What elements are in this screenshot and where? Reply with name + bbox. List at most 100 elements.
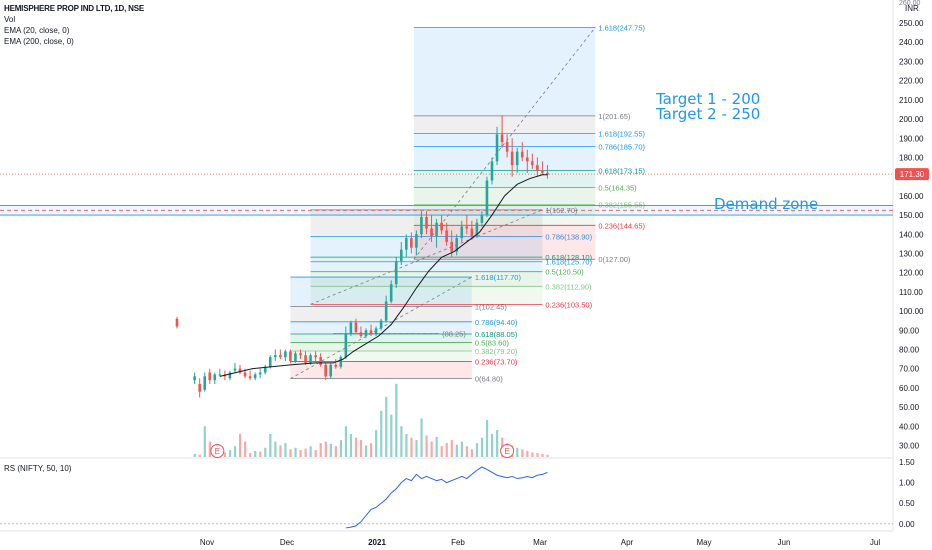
price-tick-label: 230.00 (899, 57, 924, 66)
price-tick-label: 120.00 (899, 269, 924, 278)
candle-body (435, 222, 438, 237)
fib-level-label: 0.786(94.40) (475, 318, 518, 327)
candle-body (460, 226, 464, 239)
fib-level-label: 1(102.45) (475, 302, 508, 311)
volume-bar (289, 449, 292, 457)
fib-band (310, 236, 543, 258)
fib-level-label: 0.5(83.60) (475, 339, 510, 348)
candle-body (475, 222, 479, 237)
fib-level-label: 1.618(117.70) (475, 273, 522, 282)
volume-bar (470, 449, 474, 457)
fib-level-label: 0.236(73.70) (475, 358, 518, 367)
volume-bar (465, 446, 468, 457)
fib-level-label: 0.618(88.05) (475, 330, 518, 339)
target1-annotation[interactable]: Target 1 - 200 (656, 90, 761, 108)
candle-body (440, 222, 443, 231)
candle-body (263, 366, 267, 373)
rs-indicator-title[interactable]: RS (NIFTY, 50, 10) (4, 464, 72, 473)
candle-body (238, 368, 242, 373)
fib-band (413, 170, 596, 188)
fib-band (290, 277, 472, 307)
fib-level-label: 1.618(125.70) (545, 258, 592, 267)
volume-bar (380, 410, 383, 457)
candle-body (425, 216, 428, 229)
volume-bar (324, 441, 327, 457)
fib-level-label: 0.786(185.70) (598, 143, 645, 152)
volume-bar (254, 450, 257, 457)
price-tick-label: 40.00 (899, 422, 920, 431)
candle-body (470, 228, 474, 237)
price-tick-label: 90.00 (899, 326, 920, 335)
volume-bar (329, 443, 332, 457)
last-price-text: 171.30 (900, 170, 925, 179)
candle-body (495, 134, 499, 162)
candle-body (525, 157, 529, 162)
price-tick-label: 130.00 (899, 249, 924, 258)
time-tick-label: Feb (451, 538, 465, 547)
candle-body (420, 216, 423, 235)
candle-body (480, 215, 484, 223)
candle-body (319, 357, 322, 365)
fib-band (413, 133, 596, 147)
candle-body (248, 376, 252, 379)
volume-layer (193, 383, 549, 457)
candle-body (314, 355, 317, 358)
fib-band (413, 225, 596, 260)
volume-bar (269, 433, 272, 457)
fib-band (290, 334, 472, 343)
candle-body (349, 322, 353, 335)
candle-body (369, 330, 373, 335)
indicator-ema20[interactable]: EMA (20, close, 0) (4, 26, 70, 35)
volume-bar (375, 430, 378, 457)
candle-body (268, 357, 272, 367)
volume-bar (203, 426, 206, 457)
fib-band (290, 361, 472, 379)
fib-trend-line (413, 27, 596, 260)
demand-zone-band (0, 205, 893, 216)
candle-body (354, 322, 358, 333)
candle-body (384, 301, 388, 321)
candle-body (505, 142, 509, 152)
price-tick-label: 110.00 (899, 288, 923, 297)
volume-bar (314, 450, 317, 457)
price-tick-label: 190.00 (899, 134, 924, 143)
candle-body (515, 151, 519, 166)
price-tick-label: 210.00 (899, 96, 924, 105)
candle-body (455, 238, 459, 252)
fib-band (413, 146, 596, 171)
time-tick-label: Jul (870, 538, 880, 547)
candle-body (258, 372, 262, 375)
fib-level-label: 0.236(103.50) (545, 300, 592, 309)
fib-band (310, 271, 543, 287)
price-tick-label: 220.00 (899, 77, 924, 86)
indicator-vol[interactable]: Vol (4, 15, 16, 24)
candle-body (284, 351, 287, 358)
volume-bar (480, 437, 484, 457)
candle-body (389, 284, 393, 302)
price-tick-label: 140.00 (899, 230, 924, 239)
price-tick-label: 180.00 (899, 153, 924, 162)
earnings-marker (210, 444, 225, 458)
target2-annotation[interactable]: Target 2 - 250 (656, 105, 761, 123)
volume-bar (370, 443, 373, 457)
fib-band (310, 286, 543, 305)
volume-bar (223, 452, 227, 457)
volume-bar (496, 430, 499, 457)
fib-level-label: (88.25) (442, 330, 466, 339)
volume-bar (415, 440, 418, 457)
demand-zone-annotation[interactable]: Demand zone (714, 195, 819, 213)
volume-bar (435, 436, 438, 457)
volume-bar (521, 449, 524, 457)
volume-bar (359, 440, 363, 457)
fib-band (290, 306, 472, 322)
volume-bar (309, 446, 312, 457)
volume-bar (259, 451, 262, 457)
volume-bar (193, 453, 196, 457)
indicator-ema200[interactable]: EMA (200, close, 0) (4, 37, 74, 46)
time-tick-label: Jun (778, 538, 791, 547)
candle-body (203, 376, 207, 390)
fib-level-label: 1(201.65) (598, 112, 631, 121)
candle-body (289, 351, 292, 361)
